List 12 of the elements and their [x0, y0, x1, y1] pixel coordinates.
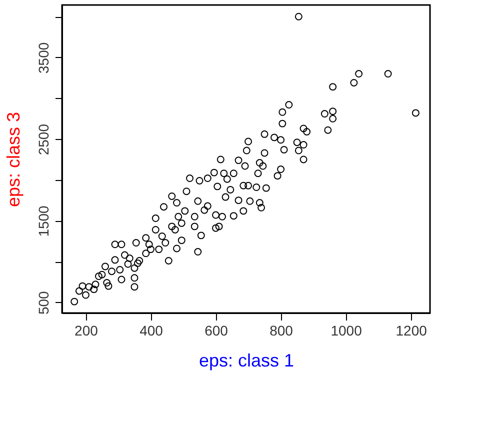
x-tick-label: 1000	[330, 322, 362, 338]
y-tick-label: 3500	[36, 42, 52, 74]
x-tick-label: 1200	[396, 322, 428, 338]
y-axis-title: eps: class 3	[4, 112, 24, 208]
x-tick-label: 800	[270, 322, 294, 338]
x-axis-title: eps: class 1	[198, 350, 294, 370]
y-tick-label: 1500	[36, 205, 52, 237]
x-tick-label: 200	[74, 322, 98, 338]
y-tick-label: 2500	[36, 124, 52, 156]
y-tick-label: 500	[36, 290, 52, 315]
x-tick-label: 400	[140, 322, 164, 338]
x-tick-label: 600	[204, 322, 228, 338]
